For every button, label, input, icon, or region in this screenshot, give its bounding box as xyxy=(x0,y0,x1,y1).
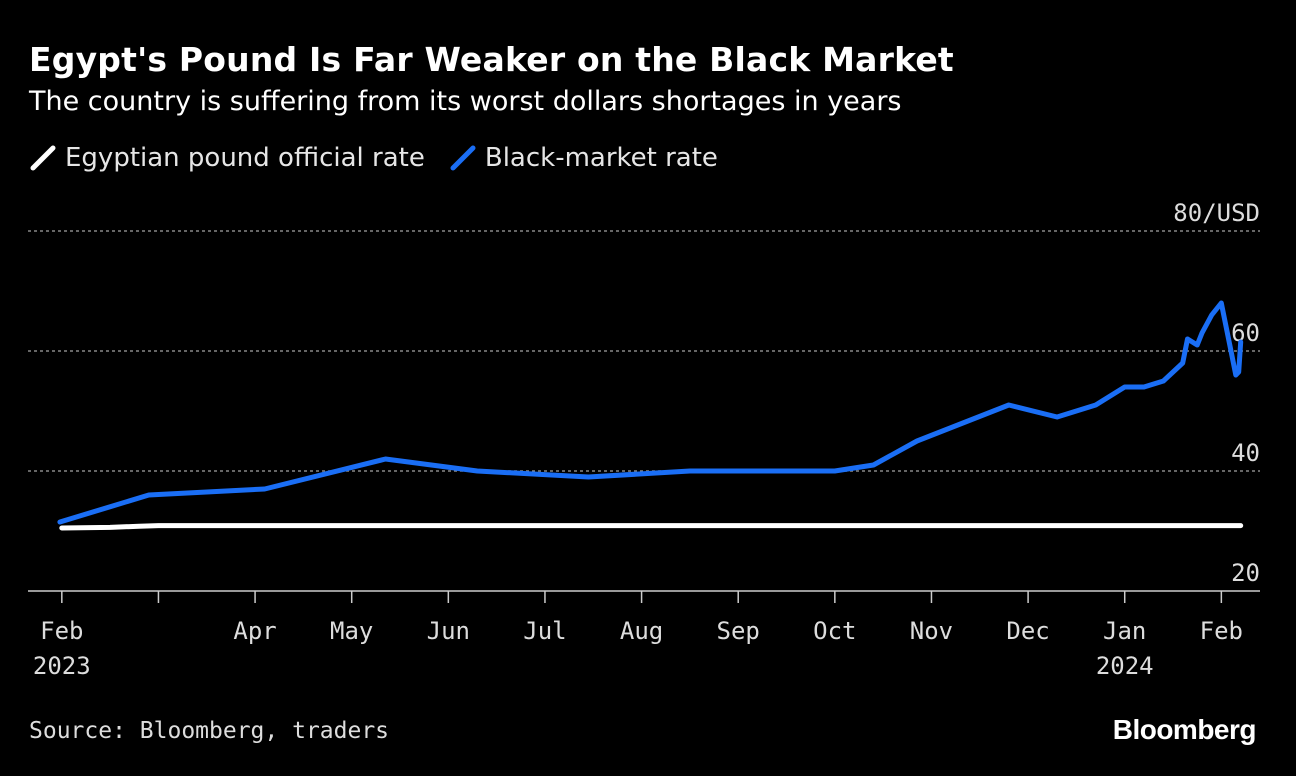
x-tick-label: Nov xyxy=(910,617,953,645)
x-tick-label: May xyxy=(330,617,373,645)
x-tick-label: Sep xyxy=(717,617,760,645)
legend-label-black-market: Black-market rate xyxy=(484,143,718,173)
chart-subtitle: The country is suffering from its worst … xyxy=(29,86,902,117)
x-tick-label: Feb xyxy=(40,617,83,645)
x-tick-label: Aug xyxy=(620,617,663,645)
legend-item-black-market[interactable]: Black-market rate xyxy=(449,143,718,173)
official-rate-line xyxy=(59,523,1244,531)
bloomberg-logo: Bloomberg xyxy=(1112,714,1257,745)
x-tick-label: Oct xyxy=(813,617,856,645)
y-tick-label: 40 xyxy=(1231,439,1260,467)
y-tick-label: 80/USD xyxy=(1173,199,1260,227)
x-tick-label: Apr xyxy=(233,617,276,645)
y-tick-label: 20 xyxy=(1231,559,1260,587)
official-line-swatch-icon xyxy=(30,145,56,171)
x-tick-year-label: 2023 xyxy=(33,652,91,680)
x-tick-label: Jul xyxy=(523,617,566,645)
x-tick-year-label: 2024 xyxy=(1096,652,1154,680)
legend-item-official[interactable]: Egyptian pound official rate xyxy=(29,143,425,173)
source-note: Source: Bloomberg, traders xyxy=(29,718,390,744)
black-market-rate-line xyxy=(57,300,1244,525)
x-tick-label: Dec xyxy=(1006,617,1049,645)
x-tick-label: Jan xyxy=(1103,617,1146,645)
black-market-line-swatch-icon xyxy=(450,145,476,171)
chart-title: Egypt's Pound Is Far Weaker on the Black… xyxy=(29,40,954,79)
y-tick-label: 60 xyxy=(1231,319,1260,347)
legend-label-official: Egyptian pound official rate xyxy=(65,143,425,173)
x-tick-label: Jun xyxy=(427,617,470,645)
legend: Egyptian pound official rate Black-marke… xyxy=(29,141,742,175)
x-tick-label: Feb xyxy=(1200,617,1243,645)
